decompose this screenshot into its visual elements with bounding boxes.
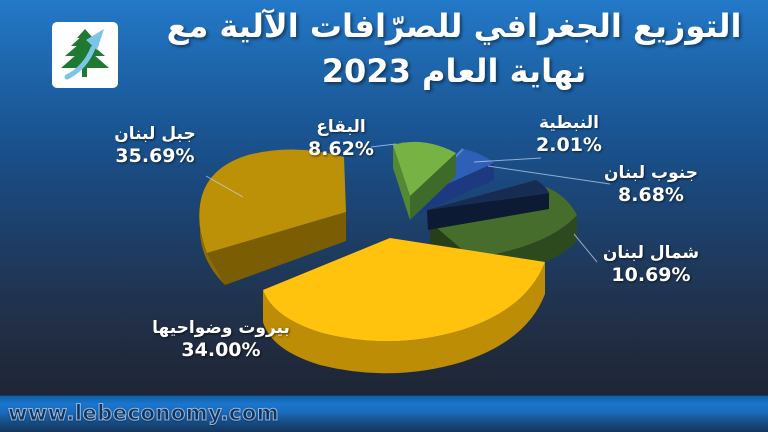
label-beirut-suburbs: بيروت وضواحيها 34.00% <box>135 318 307 363</box>
label-nabatieh-name: النبطية <box>539 113 599 133</box>
label-south-lebanon: جنوب لبنان 8.68% <box>598 163 704 208</box>
pie-slice-beqaa <box>393 141 456 220</box>
label-mount-lebanon-pct: 35.69% <box>115 145 195 168</box>
label-mount-lebanon-name: جبل لبنان <box>114 124 196 144</box>
leader-lines <box>205 143 611 263</box>
chart-title: التوزيع الجغرافي للصرّافات الآلية مع نها… <box>148 4 760 112</box>
label-beqaa-pct: 8.62% <box>308 138 374 161</box>
label-nabatieh: النبطية 2.01% <box>523 113 615 158</box>
watermark-url: www.lebeconomy.com <box>7 400 280 425</box>
label-beirut-suburbs-pct: 34.00% <box>181 339 261 362</box>
label-nabatieh-pct: 2.01% <box>536 134 602 157</box>
label-north-lebanon: شمال لبنان 10.69% <box>588 243 714 288</box>
label-north-lebanon-name: شمال لبنان <box>602 243 700 263</box>
pie-slice-south-lebanon <box>427 180 549 230</box>
label-north-lebanon-pct: 10.69% <box>611 264 691 287</box>
pie-slice-beirut <box>263 238 545 374</box>
watermark-bar: www.lebeconomy.com <box>0 395 768 432</box>
chart-title-line1: التوزيع الجغرافي للصرّافات الآلية مع <box>166 7 742 45</box>
lebeconomy-logo <box>52 22 118 88</box>
label-beirut-suburbs-name: بيروت وضواحيها <box>152 318 290 338</box>
chart-title-line2: نهاية العام 2023 <box>321 51 587 90</box>
label-beqaa-name: البقاع <box>316 117 366 137</box>
label-south-lebanon-name: جنوب لبنان <box>603 163 698 183</box>
label-mount-lebanon: جبل لبنان 35.69% <box>100 124 210 169</box>
pie-slice-mount-lebanon <box>199 149 346 285</box>
cedar-tree-arrow-icon <box>61 29 109 80</box>
label-south-lebanon-pct: 8.68% <box>618 184 684 207</box>
label-beqaa: البقاع 8.62% <box>295 117 387 162</box>
